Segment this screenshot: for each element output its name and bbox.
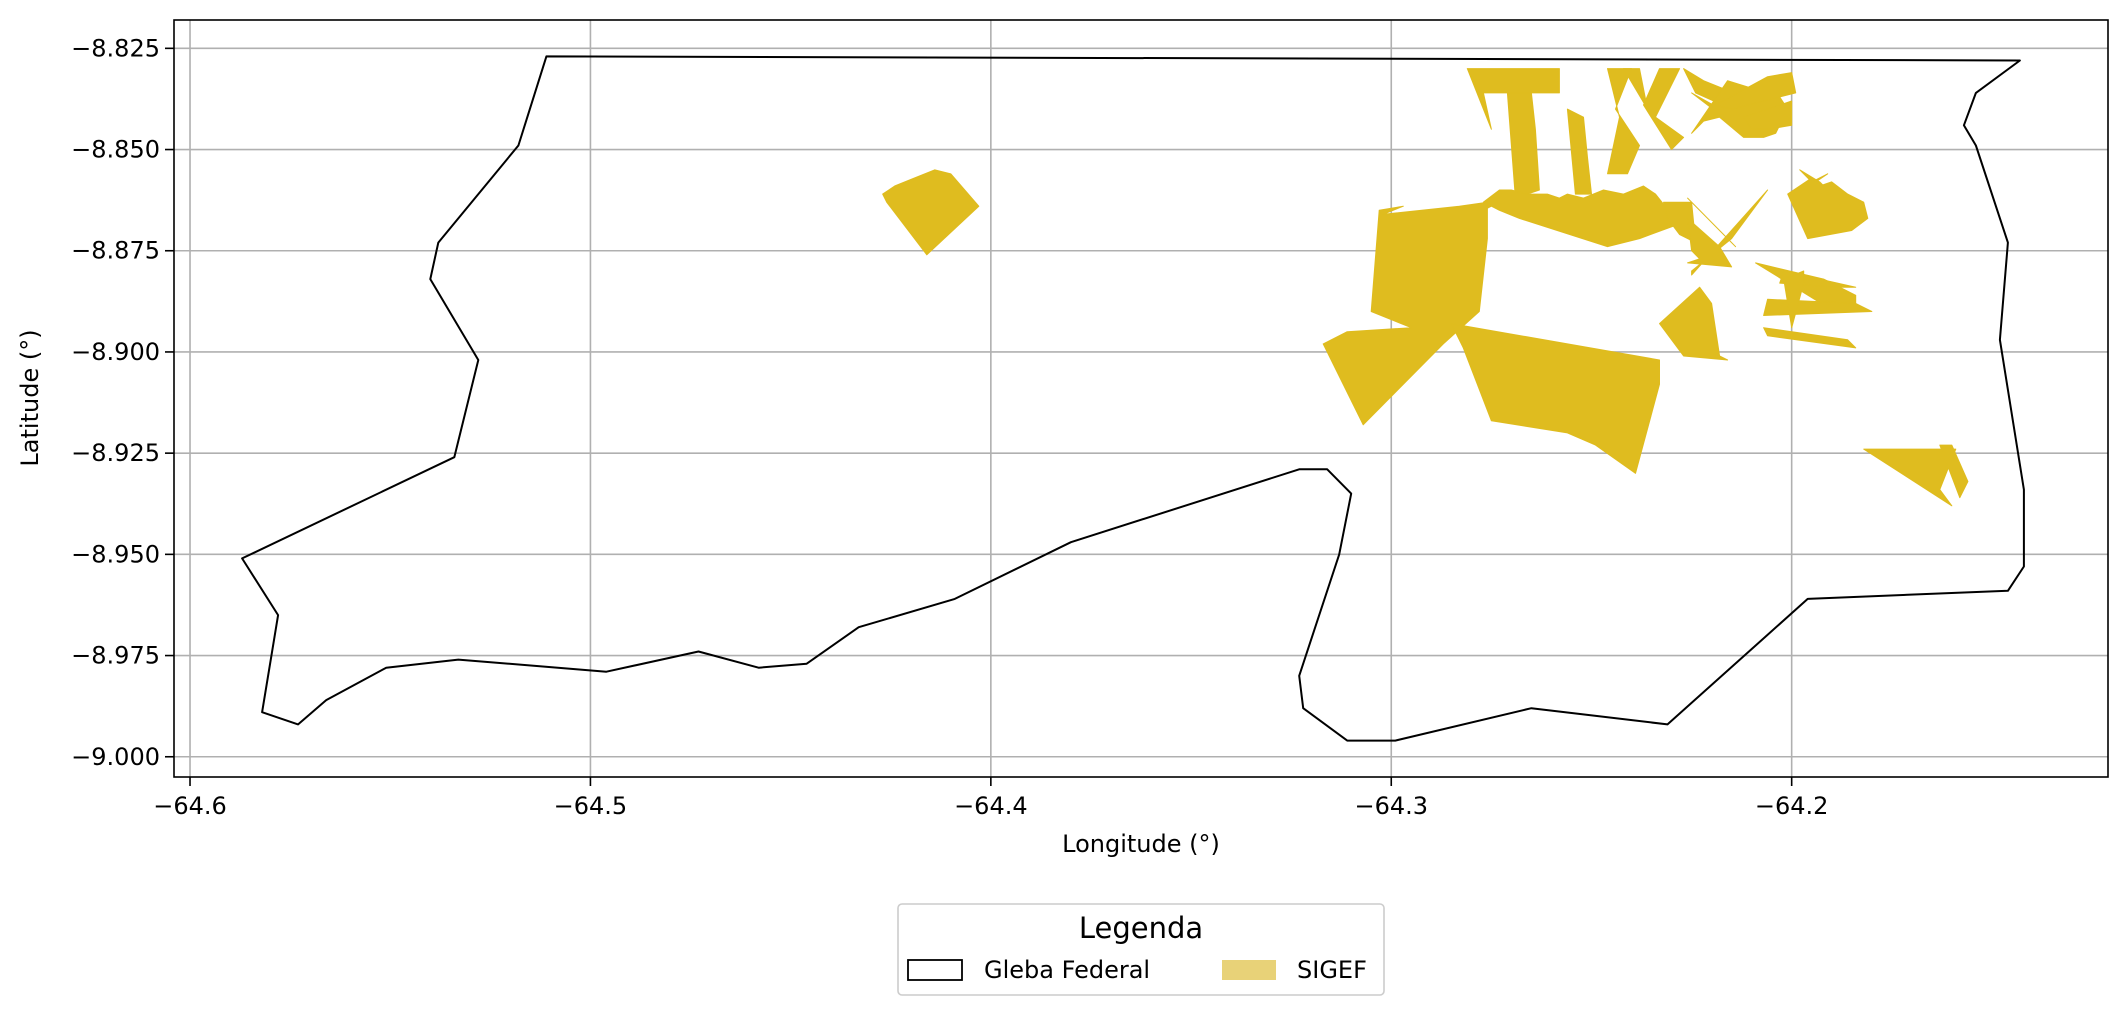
y-tick-label: −8.875 — [71, 237, 160, 265]
sigef-parcel — [1663, 201, 1697, 244]
x-tick-label: −64.4 — [954, 792, 1028, 820]
legend-swatch-sigef — [1222, 960, 1276, 980]
gleba-federal-layer — [241, 55, 2025, 742]
sigef-parcel — [882, 169, 980, 256]
sigef-parcel — [1715, 72, 1797, 110]
y-tick-label: −8.975 — [71, 642, 160, 670]
sigef-parcel — [1506, 92, 1540, 199]
x-axis-title: Longitude (°) — [1062, 830, 1220, 858]
sigef-parcels — [882, 68, 1969, 507]
x-axis-ticks: −64.6 −64.5 −64.4 −64.3 −64.2 — [153, 777, 1828, 820]
y-tick-label: −8.900 — [71, 338, 160, 366]
sigef-parcel — [1863, 448, 1957, 507]
sigef-parcel — [1743, 100, 1793, 130]
sigef-parcel — [1787, 177, 1869, 240]
legend-label-sigef: SIGEF — [1297, 956, 1367, 984]
y-tick-label: −8.950 — [71, 540, 160, 568]
x-tick-label: −64.5 — [554, 792, 628, 820]
sigef-parcel — [1450, 323, 1660, 474]
y-tick-label: −8.850 — [71, 136, 160, 164]
y-tick-label: −8.925 — [71, 439, 160, 467]
y-tick-label: −9.000 — [71, 743, 160, 771]
sigef-parcel — [1687, 217, 1733, 268]
sigef-parcel — [1322, 201, 1488, 426]
grid-lines — [174, 20, 2108, 777]
y-axis-ticks: −8.825 −8.850 −8.875 −8.900 −8.925 −8.950 −8.9… — [71, 34, 174, 771]
legend: Legenda Gleba Federal SIGEF — [897, 903, 1385, 996]
y-tick-label: −8.825 — [71, 34, 160, 62]
y-axis-title: Latitude (°) — [16, 329, 44, 466]
x-tick-label: −64.6 — [153, 792, 227, 820]
legend-title: Legenda — [1079, 911, 1203, 945]
gleba-federal-boundary — [241, 55, 2025, 742]
legend-swatch-gleba-federal — [907, 959, 963, 981]
legend-label-gleba-federal: Gleba Federal — [984, 956, 1150, 984]
sigef-parcel — [1939, 444, 1969, 499]
x-tick-label: −64.2 — [1755, 792, 1829, 820]
sigef-parcel — [1783, 270, 1805, 329]
sigef-parcel — [1659, 286, 1729, 361]
sigef-parcel — [1623, 68, 1648, 110]
sigef-parcel — [1566, 108, 1592, 195]
x-tick-label: −64.3 — [1354, 792, 1428, 820]
sigef-parcel — [1687, 197, 1737, 248]
plot-frame — [173, 19, 2109, 778]
sigef-parcel — [1763, 327, 1857, 349]
sigef-parcel — [1482, 185, 1685, 248]
sigef-parcel — [1643, 68, 1685, 150]
